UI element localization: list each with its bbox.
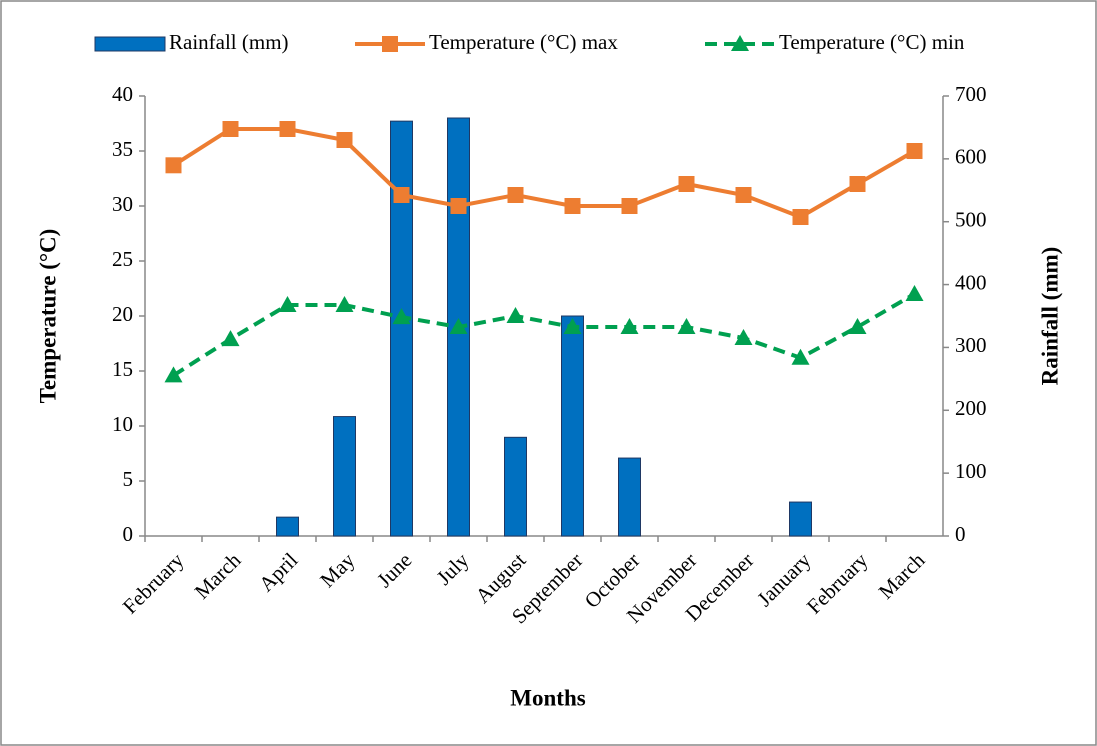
y2-tick-label: 600 — [955, 145, 987, 169]
point — [849, 176, 866, 192]
point — [165, 157, 182, 174]
point — [278, 296, 297, 312]
y-tick-label: 25 — [112, 247, 133, 271]
point — [734, 329, 753, 345]
legend-label: Rainfall (mm) — [169, 30, 289, 54]
y-tick-label: 15 — [112, 357, 133, 381]
legend-label: Temperature (°C) max — [429, 30, 618, 54]
point — [279, 121, 296, 137]
point — [848, 318, 867, 334]
point — [677, 318, 696, 334]
y2-tick-label: 500 — [955, 208, 987, 232]
point — [336, 132, 353, 148]
y-axis-title: Temperature (°C) — [35, 229, 60, 404]
bar — [276, 516, 299, 537]
bar — [504, 436, 527, 537]
y-tick-label: 35 — [112, 137, 133, 161]
x-axis-title: Months — [510, 685, 585, 710]
point — [678, 176, 695, 192]
point — [791, 348, 810, 365]
point — [507, 187, 524, 203]
point — [620, 318, 639, 334]
point — [506, 307, 525, 323]
y-tick-label: 40 — [112, 82, 133, 106]
point — [735, 187, 752, 203]
point — [906, 143, 923, 159]
bar — [333, 416, 356, 537]
y-tick-label: 30 — [112, 192, 133, 216]
y2-tick-label: 300 — [955, 333, 987, 357]
point — [392, 308, 411, 325]
legend-swatch — [94, 36, 166, 52]
point — [450, 198, 467, 214]
y-tick-label: 10 — [112, 412, 133, 436]
line — [172, 127, 916, 220]
bar — [390, 120, 413, 537]
y2-tick-label: 400 — [955, 270, 987, 294]
point — [221, 330, 240, 347]
y-tick-label: 0 — [123, 522, 134, 546]
line — [172, 292, 916, 378]
point — [792, 209, 809, 225]
legend-marker — [382, 36, 398, 52]
bar — [561, 315, 584, 537]
point — [563, 318, 582, 334]
point — [905, 285, 924, 301]
point — [222, 121, 239, 137]
point — [564, 198, 581, 214]
y2-axis-title: Rainfall (mm) — [1037, 247, 1062, 386]
point — [335, 296, 354, 312]
legend-label: Temperature (°C) min — [779, 30, 965, 54]
bar — [789, 501, 812, 537]
bar — [618, 457, 641, 537]
y-tick-label: 5 — [123, 467, 134, 491]
point — [393, 187, 410, 203]
y2-tick-label: 100 — [955, 459, 987, 483]
y2-tick-label: 200 — [955, 396, 987, 420]
point — [621, 198, 638, 214]
y2-tick-label: 0 — [955, 522, 966, 546]
point — [164, 366, 183, 383]
y2-tick-label: 700 — [955, 82, 987, 106]
y-tick-label: 20 — [112, 302, 133, 326]
point — [449, 318, 468, 334]
legend-marker — [731, 35, 749, 51]
